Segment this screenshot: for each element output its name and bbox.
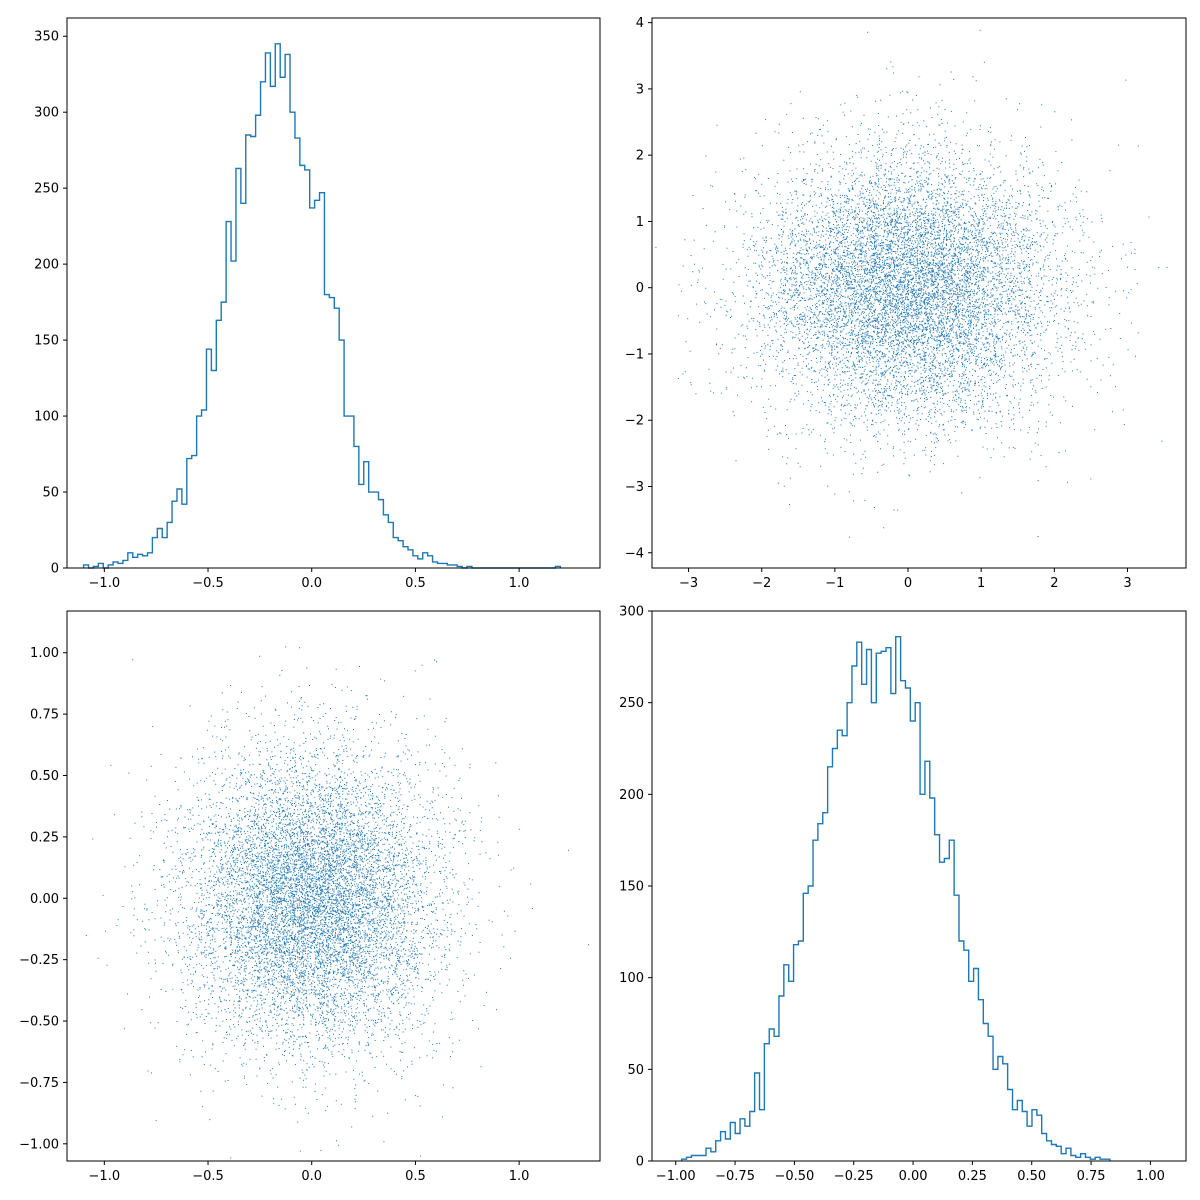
y-tick-label: 250: [619, 696, 644, 711]
y-tick-label: 3: [636, 82, 644, 97]
y-tick-label: 100: [34, 410, 59, 425]
y-tick-label: −0.25: [19, 953, 59, 968]
y-tick-label: −0.50: [19, 1015, 59, 1030]
x-tick-label: 1.00: [1136, 1169, 1165, 1184]
x-tick-label: 3: [1123, 576, 1131, 591]
y-tick-label: −4: [625, 546, 644, 561]
y-tick-label: −0.75: [19, 1076, 59, 1091]
x-tick-label: 0.25: [958, 1169, 987, 1184]
y-tick-label: 0: [51, 562, 59, 577]
x-tick-label: −1.00: [656, 1169, 696, 1184]
y-tick-label: −1: [625, 347, 644, 362]
y-tick-label: 200: [619, 788, 644, 803]
y-tick-label: 2: [636, 149, 644, 164]
x-tick-label: −0.50: [774, 1169, 814, 1184]
x-tick-label: −1: [825, 576, 844, 591]
y-tick-label: 250: [34, 182, 59, 197]
chart-panel-4: −1.00 −0.75 −0.50 −0.25 0.00 0.25 0.50 0.75 1.00…: [619, 605, 1187, 1184]
y-tick-label: 50: [627, 1063, 644, 1078]
x-tick-label: −0.5: [192, 1169, 224, 1184]
x-tick-label: −0.25: [834, 1169, 874, 1184]
y-tick-label: 1: [636, 215, 644, 230]
x-tick-label: 0.75: [1077, 1169, 1106, 1184]
histogram-step-line: [680, 635, 1111, 1161]
x-tick-label: 1.0: [509, 1169, 530, 1184]
x-tick-label: −2: [752, 576, 771, 591]
y-tick-label: 150: [619, 880, 644, 895]
y-tick-label: −2: [625, 414, 644, 429]
x-tick-label: 0.00: [899, 1169, 928, 1184]
y-tick-label: 300: [619, 605, 644, 620]
histogram-step-line: [82, 43, 562, 569]
chart-panel-1: −1.0 −0.5 0.0 0.5 1.0 0 50 100 150 200 250 300 350: [34, 17, 601, 591]
y-tick-label: 0.00: [30, 892, 59, 907]
x-tick-label: 0: [904, 576, 912, 591]
x-tick-label: −0.75: [715, 1169, 755, 1184]
y-tick-label: 100: [619, 971, 644, 986]
y-tick-label: 0: [636, 1155, 644, 1170]
x-tick-label: −1.0: [89, 1169, 121, 1184]
x-tick-label: −3: [679, 576, 698, 591]
y-tick-label: 1.00: [30, 646, 59, 661]
x-tick-label: 2: [1050, 576, 1058, 591]
x-tick-label: −0.5: [192, 576, 224, 591]
x-tick-label: −1.0: [89, 576, 121, 591]
x-tick-label: 0.5: [405, 576, 426, 591]
y-tick-label: 50: [42, 486, 59, 501]
y-tick-label: 350: [34, 30, 59, 45]
axes-frame: [66, 17, 601, 569]
axes-frame: [651, 17, 1187, 569]
y-tick-label: 4: [636, 16, 644, 31]
chart-panel-2: −3 −2 −1 0 1 2 3 −4 −3 −2 −1 0 1 2 3 4: [625, 16, 1187, 591]
x-tick-label: 0.5: [405, 1169, 426, 1184]
y-tick-label: 150: [34, 334, 59, 349]
y-tick-label: −1.00: [19, 1137, 59, 1152]
x-tick-label: 0.0: [301, 1169, 322, 1184]
chart-panel-3: −1.0 −0.5 0.0 0.5 1.0 −1.00 −0.75 −0.50 −0.25 0.0…: [19, 610, 601, 1184]
y-tick-label: 0.75: [30, 708, 59, 723]
axes-frame: [66, 610, 601, 1162]
x-tick-label: 1: [977, 576, 985, 591]
y-tick-label: 0.25: [30, 830, 59, 845]
y-tick-label: 200: [34, 258, 59, 273]
y-tick-label: 300: [34, 106, 59, 121]
x-tick-label: 1.0: [509, 576, 530, 591]
x-tick-label: 0.0: [301, 576, 322, 591]
x-tick-label: 0.50: [1017, 1169, 1046, 1184]
y-tick-label: 0.50: [30, 769, 59, 784]
y-tick-label: 0: [636, 281, 644, 296]
y-tick-label: −3: [625, 480, 644, 495]
